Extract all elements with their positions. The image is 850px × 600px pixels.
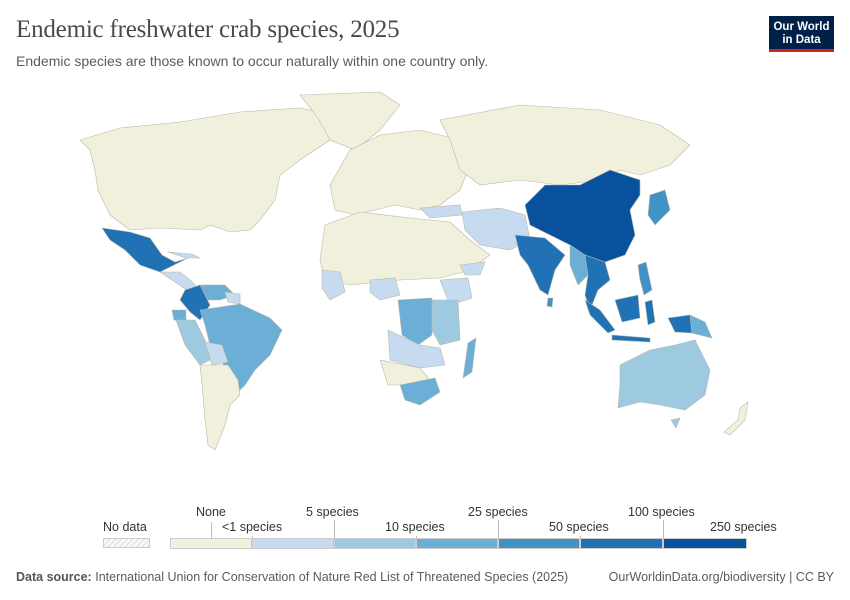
legend-label-10: 10 species <box>385 520 445 534</box>
legend-tick <box>663 520 664 538</box>
country-greenland[interactable] <box>299 91 401 151</box>
chart-title: Endemic freshwater crab species, 2025 <box>16 16 400 43</box>
country-ethiopia[interactable] <box>439 277 473 306</box>
country-sulawesi[interactable] <box>644 299 656 326</box>
legend-label-25: 25 species <box>468 505 528 519</box>
logo-line-1: Our World <box>773 21 830 33</box>
country-philippines[interactable] <box>637 261 653 296</box>
country-japan[interactable] <box>647 189 671 226</box>
country-yemen[interactable] <box>459 261 486 276</box>
country-madagascar[interactable] <box>462 337 477 379</box>
country-india[interactable] <box>514 234 566 296</box>
legend-tick <box>334 520 335 538</box>
legend-tick <box>498 520 499 538</box>
country-tanzania-kenya[interactable] <box>431 299 461 346</box>
country-guyana[interactable] <box>224 291 241 305</box>
logo-line-2: in Data <box>782 34 821 46</box>
country-sri-lanka[interactable] <box>546 297 554 308</box>
country-peru[interactable] <box>175 319 211 366</box>
country-new-zealand[interactable] <box>723 401 749 436</box>
country-australia[interactable] <box>617 339 711 411</box>
legend-swatch-5-10 <box>334 538 416 549</box>
data-source: Data source: International Union for Con… <box>16 570 568 584</box>
owid-logo[interactable]: Our World in Data <box>769 16 834 52</box>
chart-subtitle: Endemic species are those known to occur… <box>16 53 489 69</box>
country-southern-cone[interactable] <box>199 364 241 451</box>
legend-swatch-50-100 <box>580 538 663 549</box>
country-myanmar[interactable] <box>569 244 589 286</box>
country-borneo[interactable] <box>614 294 641 323</box>
legend-label-lt1: <1 species <box>222 520 283 534</box>
legend-label-250: 250 species <box>710 520 777 534</box>
country-cuba[interactable] <box>167 251 201 259</box>
country-java[interactable] <box>611 334 651 343</box>
legend-label-5: 5 species <box>306 505 359 519</box>
legend-tick <box>211 522 212 538</box>
data-source-text[interactable]: International Union for Conservation of … <box>95 570 569 584</box>
country-china[interactable] <box>524 169 641 263</box>
legend-no-data-label: No data <box>103 520 147 534</box>
country-tasmania[interactable] <box>670 417 681 429</box>
country-dr-congo[interactable] <box>397 297 433 346</box>
legend-tick <box>252 536 253 538</box>
legend-swatch-10-25 <box>416 538 498 549</box>
map-legend: No data None <1 species 5 species 10 spe… <box>0 500 850 555</box>
country-north-america[interactable] <box>79 107 341 233</box>
world-map[interactable] <box>0 90 850 490</box>
legend-no-data-swatch <box>103 538 150 548</box>
country-new-guinea-west[interactable] <box>667 314 693 334</box>
country-south-africa[interactable] <box>399 377 441 406</box>
footer-url[interactable]: OurWorldinData.org/biodiversity | CC BY <box>608 570 834 584</box>
legend-label-50: 50 species <box>549 520 609 534</box>
legend-label-none: None <box>196 505 226 519</box>
country-mexico[interactable] <box>101 227 189 273</box>
country-nigeria[interactable] <box>369 277 401 301</box>
legend-tick <box>580 536 581 538</box>
country-bolivia[interactable] <box>204 341 229 366</box>
data-source-label: Data source: <box>16 570 92 584</box>
legend-swatch-none <box>170 538 252 549</box>
country-papua-new-guinea[interactable] <box>689 314 713 339</box>
legend-label-100: 100 species <box>628 505 695 519</box>
country-sumatra[interactable] <box>584 299 616 334</box>
country-west-africa[interactable] <box>321 269 346 301</box>
legend-swatch-lt5 <box>252 538 334 549</box>
country-thailand-vietnam[interactable] <box>584 254 611 311</box>
legend-tick <box>416 536 417 538</box>
legend-swatch-25-50 <box>498 538 580 549</box>
legend-swatch-100-250 <box>663 538 747 549</box>
country-turkey[interactable] <box>419 204 463 219</box>
country-russia[interactable] <box>439 104 691 186</box>
country-angola-zambia[interactable] <box>387 329 446 369</box>
